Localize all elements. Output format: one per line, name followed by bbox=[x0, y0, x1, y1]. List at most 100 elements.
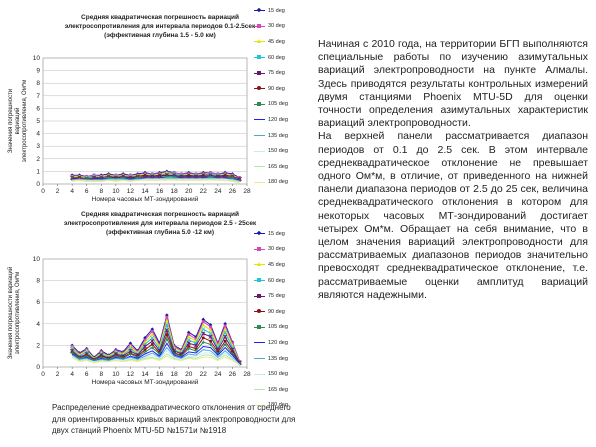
y-tick-label: 6 bbox=[36, 105, 40, 112]
x-tick-label: 28 bbox=[243, 371, 251, 378]
legend-label: 15 deg bbox=[268, 230, 285, 237]
chart-1-title-line: электросопротивления для интервала перио… bbox=[64, 23, 256, 30]
legend-item: 45 deg bbox=[254, 34, 316, 50]
x-tick-label: 8 bbox=[99, 371, 103, 378]
legend-label: 30 deg bbox=[268, 23, 285, 30]
legend-swatch bbox=[254, 119, 265, 121]
legend-swatch bbox=[254, 309, 265, 314]
series-point bbox=[194, 337, 198, 341]
legend-label: 90 deg bbox=[268, 85, 285, 92]
series-point bbox=[164, 322, 169, 327]
chart-2-legend: 15 deg 30 deg 45 deg 60 deg 75 deg 90 deg 105 … bbox=[254, 226, 316, 413]
x-tick-label: 2 bbox=[56, 371, 60, 378]
legend-label: 165 deg bbox=[268, 163, 288, 170]
series-point bbox=[223, 339, 227, 343]
series-point bbox=[165, 337, 169, 341]
caption-line: для ориентированных кривых вариаций элек… bbox=[52, 414, 296, 424]
legend-item: 45 deg bbox=[254, 257, 316, 273]
series-point bbox=[143, 340, 147, 344]
legend-item: 135 deg bbox=[254, 128, 316, 144]
series-point bbox=[208, 331, 213, 336]
legend-item: 180 deg bbox=[254, 175, 316, 191]
x-tick-label: 22 bbox=[200, 371, 208, 378]
y-tick-label: 8 bbox=[36, 80, 40, 87]
y-tick-label: 8 bbox=[36, 278, 40, 285]
y-tick-label: 1 bbox=[36, 168, 40, 175]
y-tick-label: 2 bbox=[36, 156, 40, 163]
chart-1-legend: 15 deg 30 deg 45 deg 60 deg 75 deg 90 deg 105 … bbox=[254, 3, 316, 190]
legend-swatch bbox=[254, 231, 265, 236]
legend-label: 30 deg bbox=[268, 246, 285, 253]
series-point bbox=[165, 318, 169, 322]
x-tick-label: 14 bbox=[141, 188, 149, 195]
legend-label: 135 deg bbox=[268, 132, 288, 139]
series-point bbox=[208, 323, 213, 327]
series-line bbox=[72, 174, 240, 180]
legend-label: 150 deg bbox=[268, 371, 288, 378]
legend-label: 105 deg bbox=[268, 101, 288, 108]
series-point bbox=[150, 342, 154, 346]
legend-label: 15 deg bbox=[268, 7, 285, 14]
main-text-paragraph: Начиная с 2010 года, на территории БГП в… bbox=[318, 38, 588, 130]
legend-item: 90 deg bbox=[254, 81, 316, 97]
series-point bbox=[201, 320, 205, 324]
series-point bbox=[223, 324, 227, 328]
legend-swatch bbox=[254, 246, 265, 251]
y-tick-label: 0 bbox=[36, 181, 40, 188]
legend-label: 60 deg bbox=[268, 277, 285, 284]
legend-item: 165 deg bbox=[254, 159, 316, 175]
y-tick-label: 6 bbox=[36, 299, 40, 306]
legend-label: 150 deg bbox=[268, 148, 288, 155]
series-point bbox=[150, 332, 155, 337]
y-axis-label: электросопротивления, Ом*м bbox=[15, 272, 21, 355]
x-tick-label: 8 bbox=[99, 188, 103, 195]
x-tick-label: 28 bbox=[243, 188, 251, 195]
series-point bbox=[150, 335, 155, 340]
series-point bbox=[150, 327, 155, 331]
legend-item: 75 deg bbox=[254, 288, 316, 304]
x-tick-label: 6 bbox=[85, 188, 89, 195]
series-point bbox=[128, 352, 133, 356]
chart-2-title: Средняя квадратическая погрешность вариа… bbox=[40, 210, 280, 237]
legend-swatch bbox=[254, 23, 265, 28]
legend-swatch bbox=[254, 324, 265, 329]
series-point bbox=[142, 344, 148, 349]
x-tick-label: 20 bbox=[185, 188, 193, 195]
y-axis-label: Значения погрешности bbox=[8, 89, 14, 153]
x-tick-label: 20 bbox=[185, 371, 193, 378]
legend-item: 75 deg bbox=[254, 65, 316, 81]
x-axis-label: Номера часовых МТ-зондирований bbox=[92, 195, 199, 203]
legend-swatch bbox=[254, 293, 265, 298]
y-tick-label: 5 bbox=[36, 118, 40, 125]
chart-1-title-line: Средняя квадратическая погрешность вариа… bbox=[81, 14, 239, 21]
x-tick-label: 18 bbox=[171, 188, 179, 195]
series-line bbox=[71, 355, 240, 366]
legend-swatch bbox=[254, 86, 265, 91]
series-line bbox=[72, 179, 240, 184]
series-point bbox=[230, 341, 234, 345]
series-line bbox=[71, 337, 241, 365]
legend-swatch bbox=[254, 262, 265, 267]
caption-line: двух станций Phoenix MTU-5D №1571и №1918 bbox=[52, 426, 227, 435]
y-axis-label: Значения погрешности вариаций bbox=[7, 267, 14, 360]
legend-item: 120 deg bbox=[254, 112, 316, 128]
x-tick-label: 6 bbox=[85, 371, 89, 378]
legend-label: 180 deg bbox=[268, 402, 288, 409]
series-point bbox=[150, 329, 154, 333]
caption-line: Распределение среднеквадратического откл… bbox=[52, 403, 291, 412]
legend-label: 105 deg bbox=[268, 324, 288, 331]
main-text-paragraph: На верхней панели рассматривается диапаз… bbox=[318, 130, 588, 301]
series-point bbox=[216, 342, 220, 346]
legend-label: 75 deg bbox=[268, 70, 285, 77]
y-tick-label: 2 bbox=[36, 342, 40, 349]
series-point bbox=[186, 341, 191, 346]
x-tick-label: 0 bbox=[41, 371, 45, 378]
x-tick-label: 0 bbox=[41, 188, 45, 195]
legend-swatch bbox=[254, 101, 265, 106]
series-165-deg bbox=[71, 353, 240, 366]
series-point bbox=[208, 342, 213, 347]
legend-swatch bbox=[254, 278, 265, 283]
series-135-deg bbox=[71, 346, 241, 366]
series-180-deg bbox=[72, 179, 240, 184]
